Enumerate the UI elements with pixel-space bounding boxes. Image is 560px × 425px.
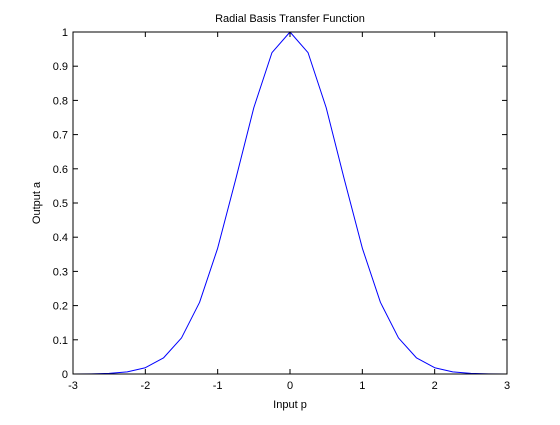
y-ticks: 0 0.1 0.2 0.3 0.4 0.5 0.6 0.7 0.8 0.9 1 (53, 27, 507, 381)
plot-area (73, 32, 507, 374)
y-tick-label: 0.4 (53, 232, 68, 244)
y-tick-label: 0.6 (53, 164, 68, 176)
y-tick-label: 0 (62, 369, 68, 381)
y-axis-label: Output a (31, 181, 43, 224)
y-tick-label: 0.3 (53, 266, 68, 278)
x-tick-label: 1 (359, 380, 365, 392)
x-ticks: -3 -2 -1 0 1 2 3 (68, 32, 510, 392)
y-tick-label: 0.8 (53, 95, 68, 107)
y-tick-label: 0.7 (53, 130, 68, 142)
chart-title: Radial Basis Transfer Function (215, 13, 365, 25)
x-tick-label: 2 (432, 380, 438, 392)
y-tick-label: 0.2 (53, 301, 68, 313)
x-tick-label: -1 (213, 380, 223, 392)
x-tick-label: 0 (287, 380, 293, 392)
y-tick-label: 1 (62, 27, 68, 39)
x-tick-label: -3 (68, 380, 78, 392)
y-tick-label: 0.1 (53, 335, 68, 347)
y-tick-label: 0.5 (53, 198, 68, 210)
x-tick-label: 3 (504, 380, 510, 392)
y-tick-label: 0.9 (53, 61, 68, 73)
x-axis-label: Input p (273, 399, 307, 411)
x-tick-label: -2 (140, 380, 150, 392)
